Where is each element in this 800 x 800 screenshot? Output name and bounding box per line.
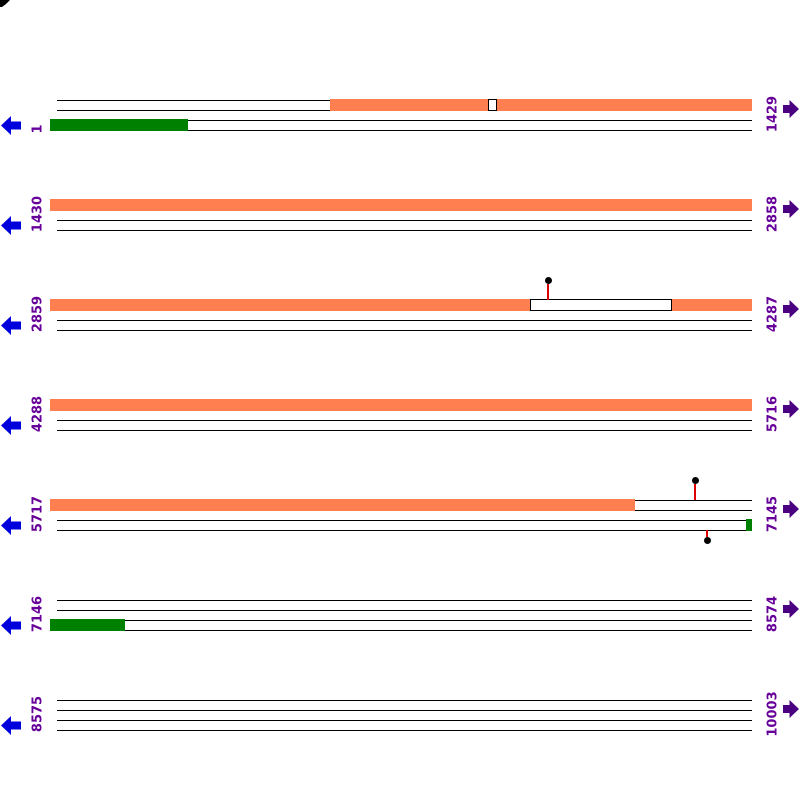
strand-baseline: [57, 700, 752, 701]
strand-baseline: [57, 720, 752, 721]
row-end-position-label: 4287: [765, 295, 781, 333]
strand-baseline: [57, 330, 752, 331]
scroll-right-arrow-icon[interactable]: [783, 600, 799, 622]
strand-baseline: [57, 530, 752, 531]
scroll-right-arrow-icon[interactable]: [783, 300, 799, 322]
marker-dot-icon[interactable]: [703, 536, 711, 544]
feature-bar-orange[interactable]: [50, 399, 752, 411]
strand-baseline: [57, 420, 752, 421]
strand-baseline: [57, 600, 752, 601]
scroll-left-arrow-icon[interactable]: [1, 316, 21, 339]
scroll-right-arrow-icon[interactable]: [783, 200, 799, 222]
marker-stem: [706, 530, 708, 537]
scroll-left-arrow-icon[interactable]: [1, 216, 21, 239]
feature-bar-green[interactable]: [50, 619, 125, 631]
strand-baseline: [57, 230, 752, 231]
marker-stem: [547, 284, 549, 300]
strand-baseline: [57, 220, 752, 221]
feature-bar-orange[interactable]: [50, 499, 635, 511]
strand-baseline: [57, 610, 752, 611]
row-start-position-label: 1430: [30, 195, 46, 233]
scroll-right-arrow-icon[interactable]: [783, 400, 799, 422]
scroll-left-arrow-icon[interactable]: [1, 416, 21, 439]
scroll-left-arrow-icon[interactable]: [1, 716, 21, 739]
strand-baseline: [57, 120, 752, 121]
row-start-position-label: 7146: [30, 595, 46, 633]
row-end-position-label: 5716: [765, 395, 781, 433]
feature-bar-orange[interactable]: [50, 199, 752, 211]
row-start-position-label: 5717: [30, 495, 46, 533]
scroll-right-arrow-icon[interactable]: [783, 500, 799, 522]
scroll-right-arrow-icon[interactable]: [783, 700, 799, 722]
feature-gap-box[interactable]: [530, 299, 672, 311]
row-end-position-label: 1429: [765, 95, 781, 133]
row-end-position-label: 10003: [765, 691, 781, 737]
feature-bar-green[interactable]: [746, 519, 752, 531]
corner-glyph-fragment: [0, 0, 10, 7]
scroll-left-arrow-icon[interactable]: [1, 116, 21, 139]
feature-gap-box[interactable]: [488, 99, 497, 111]
row-end-position-label: 8574: [765, 595, 781, 633]
scroll-left-arrow-icon[interactable]: [1, 516, 21, 539]
strand-baseline: [57, 320, 752, 321]
feature-bar-orange[interactable]: [330, 99, 752, 111]
strand-baseline: [57, 430, 752, 431]
strand-baseline: [57, 620, 752, 621]
row-end-position-label: 2858: [765, 195, 781, 233]
row-start-position-label: 1: [30, 124, 46, 134]
feature-bar-green[interactable]: [50, 119, 188, 131]
marker-dot-icon[interactable]: [544, 276, 552, 284]
strand-baseline: [57, 730, 752, 731]
marker-dot-icon[interactable]: [691, 476, 699, 484]
row-start-position-label: 8575: [30, 695, 46, 733]
strand-baseline: [57, 630, 752, 631]
row-end-position-label: 7145: [765, 495, 781, 533]
marker-stem: [694, 484, 696, 500]
feature-bar-orange[interactable]: [50, 299, 530, 311]
strand-baseline: [57, 710, 752, 711]
row-start-position-label: 4288: [30, 395, 46, 433]
row-start-position-label: 2859: [30, 295, 46, 333]
strand-baseline: [57, 520, 752, 521]
scroll-left-arrow-icon[interactable]: [1, 616, 21, 639]
feature-bar-orange[interactable]: [672, 299, 752, 311]
scroll-right-arrow-icon[interactable]: [783, 100, 799, 122]
strand-baseline: [57, 130, 752, 131]
